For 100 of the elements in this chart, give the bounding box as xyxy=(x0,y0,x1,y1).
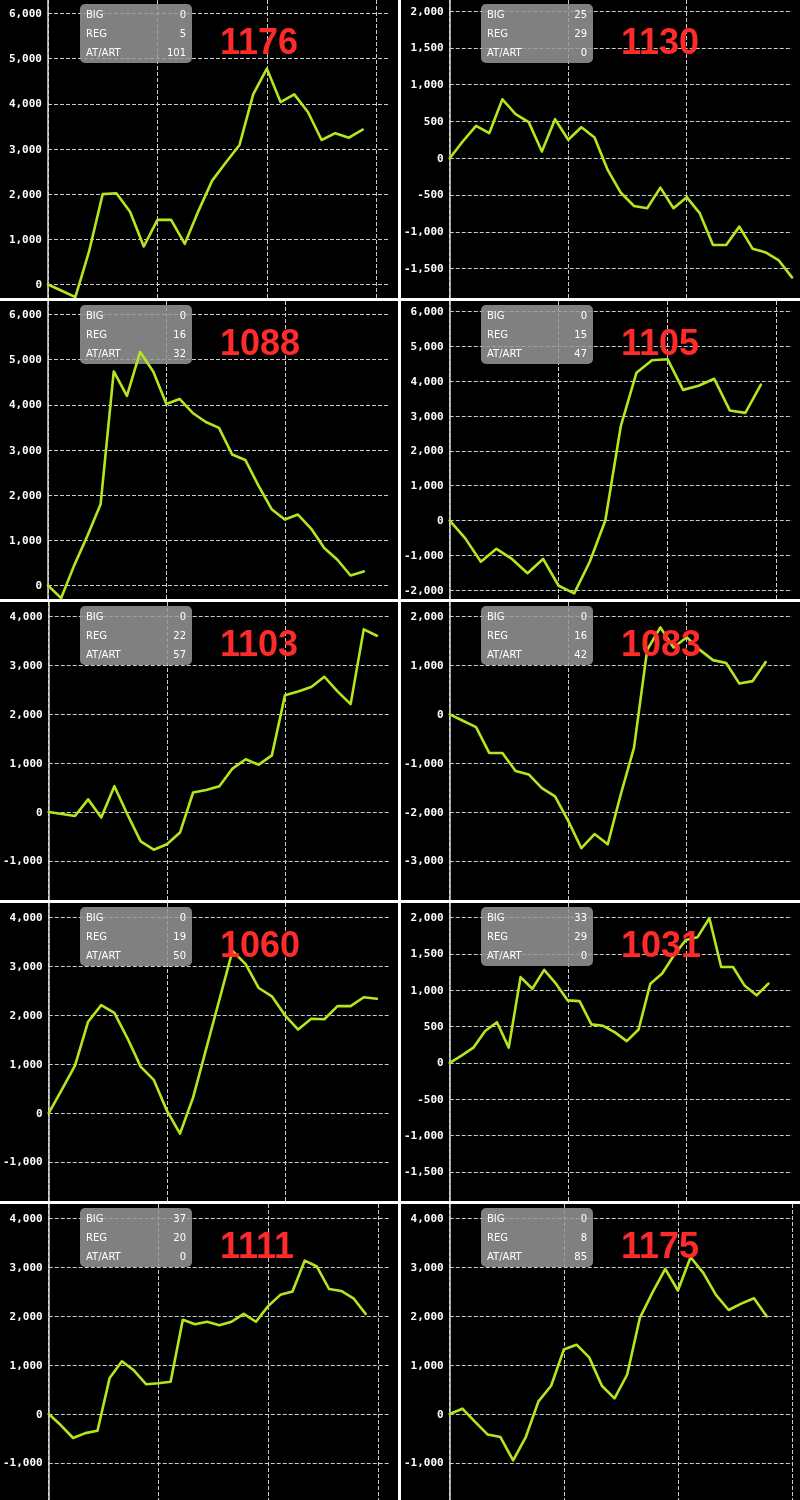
y-tick-label: 500 xyxy=(423,114,444,128)
annotation: 0 xyxy=(580,610,587,622)
annotation: BIG xyxy=(86,8,104,20)
annotation: AT/ART xyxy=(86,1250,122,1262)
y-tick-label: 4,000 xyxy=(9,911,43,925)
annotation: AT/ART xyxy=(86,347,122,359)
y-tick-label: 1,000 xyxy=(410,1358,444,1372)
annotation: 20 xyxy=(173,1231,186,1243)
y-tick-label: 2,000 xyxy=(410,911,444,925)
y-tick-label: 6,000 xyxy=(410,304,444,318)
y-tick-label: 2,000 xyxy=(9,1309,43,1323)
y-tick-label: -2,000 xyxy=(403,805,444,819)
y-tick-label: 0 xyxy=(437,1407,444,1421)
y-tick-label: -1,000 xyxy=(403,1456,444,1470)
y-tick-label: 6,000 xyxy=(8,308,42,322)
annotation: 22 xyxy=(173,629,186,641)
y-tick-label: 2,000 xyxy=(410,444,444,458)
annotation: 16 xyxy=(173,328,186,340)
y-tick-label: 6,000 xyxy=(8,7,42,21)
annotation: AT/ART xyxy=(487,949,523,961)
line-series xyxy=(448,98,794,279)
y-tick-label: -1,000 xyxy=(403,756,444,770)
y-tick-label: 3,000 xyxy=(9,659,43,673)
annotation: REG xyxy=(487,328,509,340)
annotation: BIG xyxy=(86,309,104,321)
annotation: AT/ART xyxy=(487,46,523,58)
annotation: BIG xyxy=(86,911,104,923)
y-tick-label: 1,000 xyxy=(410,78,444,92)
y-tick-label: 0 xyxy=(35,277,42,291)
annotation: AT/ART xyxy=(86,46,122,58)
y-tick-label: 4,000 xyxy=(8,97,42,111)
y-tick-label: 2,000 xyxy=(9,707,43,721)
y-tick-label: -500 xyxy=(417,188,444,202)
y-tick-label: 0 xyxy=(437,707,444,721)
annotation: REG xyxy=(86,1231,108,1243)
line-series xyxy=(47,1259,367,1440)
line-series xyxy=(47,628,379,851)
y-tick-label: 0 xyxy=(437,151,444,165)
annotation: 0 xyxy=(580,309,587,321)
annotation: 37 xyxy=(173,1212,186,1224)
y-tick-label: 2,000 xyxy=(410,610,444,624)
annotation: BIG xyxy=(487,309,505,321)
y-tick-label: 0 xyxy=(437,1056,444,1070)
y-tick-label: 1,500 xyxy=(410,947,444,961)
annotation: 19 xyxy=(173,930,186,942)
text: 1111 xyxy=(220,1224,295,1266)
y-tick-label: 4,000 xyxy=(9,610,43,624)
annotation: 29 xyxy=(574,930,587,942)
y-tick-label: 3,000 xyxy=(410,1261,444,1275)
y-tick-label: 0 xyxy=(36,805,43,819)
annotation: 0 xyxy=(179,911,186,923)
y-tick-label: 0 xyxy=(36,1106,43,1120)
text: 1175 xyxy=(621,1224,700,1266)
annotation: 32 xyxy=(173,347,186,359)
y-tick-label: -1,000 xyxy=(403,548,444,562)
annotation: BIG xyxy=(487,610,505,622)
annotation: BIG xyxy=(86,1212,104,1224)
y-tick-label: 1,000 xyxy=(9,1358,43,1372)
annotation: BIG xyxy=(487,1212,505,1224)
y-tick-label: 4,000 xyxy=(410,374,444,388)
annotation: REG xyxy=(487,1231,509,1243)
y-tick-label: 4,000 xyxy=(9,1212,43,1226)
y-tick-label: 1,000 xyxy=(8,232,42,246)
annotation: AT/ART xyxy=(487,347,523,359)
annotation: 0 xyxy=(580,46,587,58)
y-tick-label: -1,000 xyxy=(403,225,444,239)
annotation: 29 xyxy=(574,27,587,39)
y-tick-label: 1,500 xyxy=(410,41,444,55)
line-series xyxy=(448,357,763,595)
y-tick-label: 1,000 xyxy=(9,1057,43,1071)
annotation: 0 xyxy=(580,1212,587,1224)
annotation: 101 xyxy=(166,46,186,58)
annotation: REG xyxy=(487,27,509,39)
y-tick-label: 4,000 xyxy=(8,398,42,412)
y-tick-label: 4,000 xyxy=(410,1212,444,1226)
annotation: BIG xyxy=(86,610,104,622)
y-tick-label: 2,000 xyxy=(410,1309,444,1323)
annotation: 85 xyxy=(574,1250,587,1262)
y-tick-label: 1,000 xyxy=(8,533,42,547)
annotation: 50 xyxy=(173,949,186,961)
y-tick-label: 500 xyxy=(423,1020,444,1034)
annotation: REG xyxy=(487,629,509,641)
y-tick-label: 2,000 xyxy=(9,1008,43,1022)
text: 1103 xyxy=(220,622,299,664)
annotation: 5 xyxy=(179,27,186,39)
y-tick-label: 3,000 xyxy=(8,443,42,457)
annotation: REG xyxy=(86,930,108,942)
annotation: 16 xyxy=(574,629,587,641)
annotation: BIG xyxy=(487,8,505,20)
annotation: 0 xyxy=(179,1250,186,1262)
annotation: REG xyxy=(487,930,509,942)
annotation: 0 xyxy=(179,610,186,622)
y-tick-label: -1,000 xyxy=(2,854,43,868)
y-tick-label: 2,000 xyxy=(410,4,444,18)
y-tick-label: -1,500 xyxy=(403,1165,444,1179)
annotation: 57 xyxy=(173,648,186,660)
annotation: 0 xyxy=(179,309,186,321)
y-tick-label: -1,500 xyxy=(403,262,444,276)
y-tick-label: 0 xyxy=(36,1407,43,1421)
annotation: AT/ART xyxy=(86,648,122,660)
